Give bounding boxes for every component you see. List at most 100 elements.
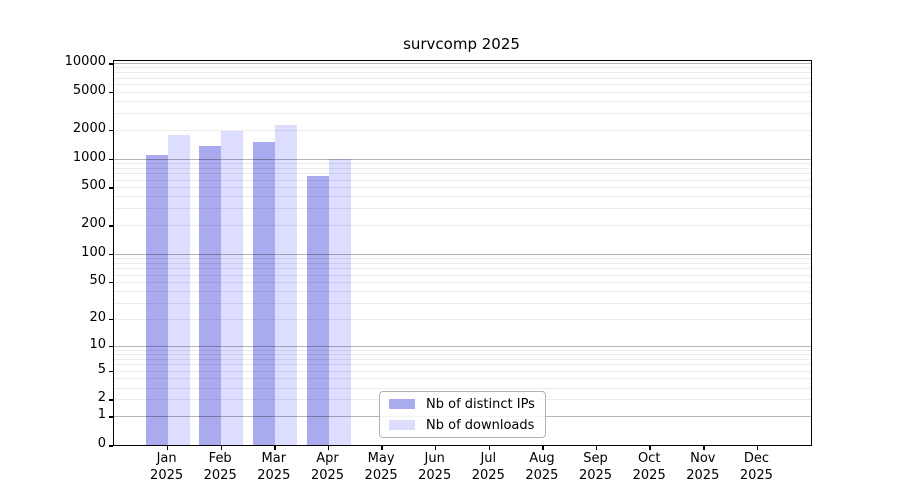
x-tick-year: 2025 — [310, 468, 345, 483]
x-tick-mark — [434, 446, 437, 450]
x-tick-mark — [703, 446, 705, 450]
y-tick-mark — [109, 187, 113, 189]
x-tick-month: Aug — [529, 451, 555, 466]
y-tick-mark — [109, 63, 113, 65]
y-tick-mark — [109, 158, 113, 160]
gridline-minor — [114, 291, 811, 292]
bar-downloads-apr — [328, 158, 351, 445]
gridline-minor — [114, 353, 811, 355]
y-tick-label: 2000 — [72, 120, 106, 136]
x-tick-label-mar: Mar 2025 — [229, 450, 319, 484]
x-tick-mark — [327, 446, 330, 450]
x-tick-label-oct: Oct 2025 — [604, 450, 694, 484]
y-tick-mark — [109, 129, 113, 132]
x-tick-month: Sep — [583, 451, 608, 466]
legend-label-distinct-ips: Nb of distinct IPs — [426, 396, 535, 412]
y-tick-mark — [109, 91, 113, 94]
gridline-minor — [114, 187, 811, 189]
y-tick-mark — [109, 253, 113, 256]
x-tick-year: 2025 — [632, 468, 666, 483]
gridline-minor — [114, 370, 811, 372]
chart-title: survcomp 2025 — [403, 35, 520, 53]
x-tick-year: 2025 — [525, 468, 559, 483]
gridline-minor — [114, 162, 811, 164]
y-tick-label: 1 — [97, 407, 106, 423]
x-tick-mark — [756, 446, 759, 450]
x-tick-mark — [220, 446, 222, 450]
gridline-minor — [114, 67, 811, 69]
gridline-major — [114, 158, 811, 160]
gridline-minor — [114, 225, 811, 226]
gridline-minor — [114, 302, 811, 304]
gridline-minor — [114, 208, 811, 210]
gridline-minor — [114, 196, 811, 198]
gridline-minor — [114, 91, 811, 93]
legend: Nb of distinct IPs Nb of downloads — [379, 391, 546, 438]
gridline-minor — [114, 173, 811, 175]
y-tick-mark — [109, 416, 113, 418]
gridline-minor — [114, 112, 811, 114]
x-tick-month: Apr — [316, 451, 339, 466]
x-tick-label-nov: Nov 2025 — [658, 450, 748, 484]
y-tick-label: 100 — [81, 244, 106, 260]
x-tick-year: 2025 — [739, 468, 773, 483]
x-tick-year: 2025 — [686, 468, 720, 483]
gridline-minor — [114, 72, 811, 74]
y-tick-label: 500 — [81, 178, 106, 194]
x-tick-mark — [166, 446, 169, 450]
y-tick-label: 2 — [97, 390, 106, 406]
bar-distinct-ips-jan — [145, 155, 168, 445]
x-tick-label-may: May 2025 — [336, 450, 426, 484]
x-tick-mark — [274, 446, 276, 450]
x-tick-label-jul: Jul 2025 — [443, 450, 533, 484]
bar-distinct-ips-mar — [252, 141, 275, 445]
x-tick-label-dec: Dec 2025 — [711, 450, 801, 484]
gridline-minor — [114, 101, 811, 102]
x-tick-label-aug: Aug 2025 — [497, 450, 587, 484]
x-tick-month: Feb — [208, 451, 232, 466]
gridline-major — [114, 345, 811, 347]
x-tick-year: 2025 — [364, 468, 398, 483]
bar-distinct-ips-apr — [306, 176, 329, 445]
x-tick-mark — [488, 446, 491, 450]
gridline-minor — [114, 179, 811, 181]
x-tick-mark — [595, 446, 598, 450]
gridline-minor — [114, 129, 811, 131]
y-tick-mark — [109, 281, 113, 284]
x-tick-month: Jul — [480, 451, 497, 466]
gridline-minor — [114, 358, 811, 360]
y-tick-mark — [109, 445, 113, 447]
y-tick-label: 0 — [97, 436, 106, 451]
x-tick-month: Nov — [690, 451, 716, 466]
bar-downloads-mar — [274, 125, 297, 445]
y-tick-label: 10 — [89, 336, 106, 352]
gridline-minor — [114, 274, 811, 276]
gridline-minor — [114, 364, 811, 366]
y-tick-label: 10000 — [64, 54, 106, 69]
legend-label-downloads: Nb of downloads — [426, 417, 535, 433]
x-tick-month: Jan — [156, 451, 177, 466]
y-tick-mark — [109, 345, 113, 347]
gridline-minor — [114, 378, 811, 380]
x-tick-mark — [649, 446, 651, 450]
bar-distinct-ips-feb — [199, 146, 222, 445]
y-tick-label: 5000 — [72, 82, 106, 98]
x-tick-label-sep: Sep 2025 — [551, 450, 641, 484]
gridline-minor — [114, 257, 811, 259]
legend-swatch-distinct-ips — [389, 399, 415, 409]
y-tick-mark — [109, 370, 113, 373]
x-tick-mark — [381, 446, 383, 450]
y-tick-label: 200 — [81, 216, 106, 231]
gridline-major — [114, 253, 811, 255]
x-tick-label-apr: Apr 2025 — [283, 450, 373, 484]
gridline-minor — [114, 318, 811, 320]
y-tick-label: 5 — [97, 361, 106, 377]
y-tick-mark — [109, 318, 113, 321]
y-tick-label: 20 — [89, 309, 106, 325]
legend-item-distinct-ips: Nb of distinct IPs — [389, 397, 536, 412]
x-tick-year: 2025 — [203, 468, 237, 483]
x-tick-month: Mar — [261, 451, 287, 466]
y-tick-mark — [109, 399, 113, 401]
gridline-minor — [114, 84, 811, 86]
x-tick-year: 2025 — [257, 468, 291, 483]
